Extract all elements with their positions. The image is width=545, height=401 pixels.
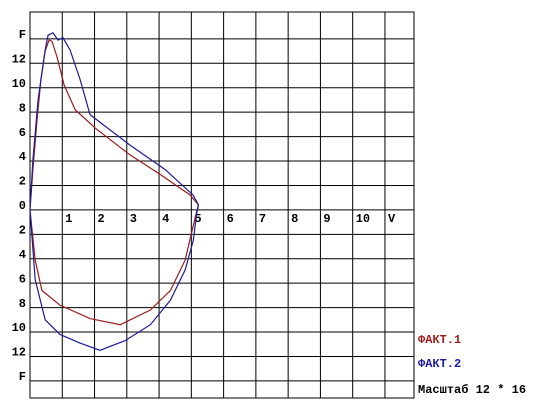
x-tick-label: 7 <box>259 212 266 226</box>
y-tick-label: F <box>19 370 26 384</box>
y-tick-label: 4 <box>19 150 26 164</box>
legend-entry: ФАКТ.1 <box>418 333 461 347</box>
y-tick-label: 10 <box>12 321 26 335</box>
y-tick-label: F <box>19 28 26 42</box>
series-line <box>29 31 200 352</box>
y-tick-label: 8 <box>19 297 26 311</box>
legend-entry: ФАКТ.2 <box>418 357 461 371</box>
y-tick-label: 12 <box>12 346 26 360</box>
x-tick-label: 1 <box>65 212 72 226</box>
y-tick-label: 6 <box>19 126 26 140</box>
y-tick-label: 0 <box>19 199 26 213</box>
y-tick-label: 10 <box>12 77 26 91</box>
y-tick-label: 4 <box>19 248 26 262</box>
x-tick-label: 3 <box>130 212 137 226</box>
scale-note: Масштаб 12 * 16 <box>418 382 526 397</box>
x-tick-label: 2 <box>98 212 105 226</box>
y-tick-label: 6 <box>19 272 26 286</box>
plot-frame <box>29 11 415 399</box>
y-tick-label: 2 <box>19 223 26 237</box>
series-line <box>29 39 200 326</box>
x-tick-label: V <box>388 212 396 226</box>
x-tick-label: 10 <box>356 212 370 226</box>
y-tick-label: 2 <box>19 175 26 189</box>
y-tick-label: 8 <box>19 101 26 115</box>
y-tick-label: 12 <box>12 52 26 66</box>
x-tick-label: 6 <box>227 212 234 226</box>
x-tick-label: 4 <box>162 212 169 226</box>
x-tick-label: 9 <box>323 212 330 226</box>
x-tick-label: 5 <box>194 212 201 226</box>
x-tick-label: 8 <box>291 212 298 226</box>
